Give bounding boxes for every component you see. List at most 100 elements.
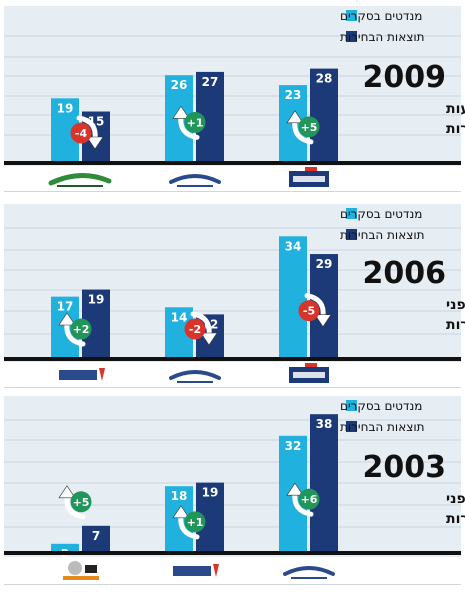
- chart-2006-value-label-polls: 17: [57, 300, 74, 314]
- chart-2009-value-label-polls: 26: [171, 78, 188, 92]
- chart-2003-change-marker: +5: [58, 485, 92, 520]
- chart-2009-change-marker-arrow-head: [286, 110, 304, 124]
- chart-2009-logo-strip-border: [4, 191, 461, 192]
- chart-2003-value-label-results: 38: [316, 417, 333, 431]
- chart-2003-change-marker-arrow-shaft: [178, 513, 200, 540]
- chart-2003-change-marker-arrow-shaft: [292, 490, 314, 517]
- chart-2006-change-marker-arrow-head: [58, 312, 76, 326]
- chart-2009-bar-results: [310, 68, 338, 161]
- chart-2003-change-marker-label: +5: [73, 496, 90, 509]
- chart-2009-change-marker-label: +1: [187, 116, 204, 129]
- chart-2003-change-marker: +6: [286, 482, 320, 517]
- chart-2006-change-marker: -5: [298, 293, 332, 328]
- chart-2009-change-marker-label: -4: [75, 127, 88, 140]
- chart-2009-change-marker: +5: [286, 110, 320, 145]
- chart-2006-change-marker-circle: [70, 318, 92, 340]
- chart-2003-legend-swatch-polls: [346, 400, 357, 411]
- chart-2006-legend-polls: מנדטים בסקרים: [340, 207, 422, 221]
- labor-logo-lettering: [173, 566, 211, 576]
- chart-2003-change-marker-label: +1: [187, 516, 204, 529]
- chart-2006-change-marker-arrow-shaft: [190, 311, 212, 338]
- chart-2009-value-label-polls: 19: [57, 101, 74, 115]
- chart-2003-change-marker-circle: [298, 488, 320, 510]
- chart-2009-change-marker-circle: [184, 111, 206, 133]
- chart-2006-panel: מנדטים בסקרים תוצאות הבחירות 2006 יממה לפני…: [4, 204, 465, 388]
- kadima-logo-accent: [305, 167, 317, 171]
- chart-2009-change-marker: -4: [70, 115, 104, 150]
- chart-2009-legend-results: תוצאות הבחירות: [340, 30, 425, 44]
- chart-2003-subtitle-line: יממה לפני: [446, 491, 465, 507]
- chart-2006-change-marker-arrow-head: [200, 332, 218, 346]
- chart-2003-change-marker: +1: [172, 505, 206, 540]
- chart-2003-change-marker-arrow-head: [172, 505, 190, 519]
- chart-2003-change-marker-arrow-shaft: [64, 493, 86, 520]
- chart-2009-logo-strip: [4, 166, 461, 192]
- chart-2003-change-marker-circle: [184, 511, 206, 533]
- chart-2006-bar-polls: [279, 236, 307, 357]
- chart-2009-change-marker-arrow-shaft: [292, 118, 314, 145]
- chart-2006-baseline: [4, 357, 461, 361]
- chart-2009-legend-swatch-results: [346, 31, 357, 42]
- chart-2006-legend-results: תוצאות הבחירות: [340, 228, 425, 242]
- chart-2003-year: 2003: [363, 450, 447, 485]
- chart-2009-value-label-results: 28: [316, 72, 333, 86]
- chart-2006-change-marker: -2: [184, 311, 218, 346]
- chart-2006-logo-strip-border: [4, 387, 461, 388]
- chart-2003-bar-results: [310, 414, 338, 551]
- kadima-logo-lettering: [293, 372, 325, 378]
- chart-2006-change-marker-circle: [184, 318, 206, 340]
- chart-2003-logo-strip-border: [4, 584, 461, 585]
- chart-2003-change-marker-arrow-head: [58, 485, 76, 499]
- chart-2003-value-label-polls: 32: [285, 439, 302, 453]
- yisrael-beytenu-logo-stroke: [48, 173, 112, 186]
- kadima-logo-accent: [305, 363, 317, 367]
- chart-2003-change-marker-label: +6: [301, 493, 318, 506]
- chart-2009-subtitle-line: לבחירות: [446, 121, 465, 137]
- chart-2009-change-marker-circle: [70, 122, 92, 144]
- chart-2009-change-marker-arrow-head: [172, 105, 190, 119]
- chart-2003-bar-polls: [51, 543, 79, 551]
- chart-2006-change-marker-circle: [298, 300, 320, 322]
- chart-2003-legend-polls: מנדטים בסקרים: [340, 399, 422, 413]
- labor-logo-lettering: [59, 370, 97, 380]
- likud-logo-stroke: [169, 174, 221, 184]
- chart-2006-change-marker-arrow-shaft: [304, 293, 326, 320]
- chart-2006-legend-swatch-results: [346, 229, 357, 240]
- chart-2003-panel: מנדטים בסקרים תוצאות הבחירות 2003 יממה לפני…: [4, 396, 465, 585]
- chart-2006-change-marker: +2: [58, 312, 92, 347]
- chart-2009-change-marker-arrow-shaft: [76, 115, 98, 142]
- kadima-logo-lettering: [293, 176, 325, 182]
- chart-2009-legend-polls: מנדטים בסקרים: [340, 9, 422, 23]
- chart-2006-subtitle-line: יממה לפני: [446, 297, 465, 313]
- chart-2003-value-label-polls: 18: [171, 489, 188, 503]
- chart-2003-legend-results: תוצאות הבחירות: [340, 420, 425, 434]
- chart-2006-year: 2006: [363, 256, 447, 291]
- chart-2006-change-marker-arrow-head: [314, 314, 332, 328]
- chart-2006-change-marker-arrow-shaft: [64, 320, 86, 347]
- chart-2009-value-label-polls: 23: [285, 88, 302, 102]
- labor-logo-flag: [99, 368, 105, 381]
- chart-2003-baseline: [4, 551, 461, 555]
- chart-2006-subtitle-line: הבחירות: [446, 317, 465, 333]
- chart-2003-bar-results: [82, 525, 110, 551]
- chart-2009-year: 2009: [363, 60, 447, 95]
- chart-2003-value-label-results: 7: [92, 529, 100, 543]
- chart-2009-baseline: [4, 161, 461, 165]
- yachad-logo-lettering: [85, 565, 97, 573]
- chart-2006-change-marker-label: -2: [189, 323, 201, 336]
- chart-2003-value-label-results: 19: [202, 486, 219, 500]
- chart-2009-change-marker: +1: [172, 105, 206, 140]
- chart-2003-legend-swatch-results: [346, 421, 357, 432]
- chart-2003-change-marker-circle: [70, 491, 92, 513]
- chart-2009-value-label-results: 27: [202, 75, 219, 89]
- chart-2009-subtitle-line: 96 שעות: [446, 101, 465, 117]
- chart-2003-change-marker-arrow-head: [286, 482, 304, 496]
- chart-2006-value-label-results: 29: [316, 257, 333, 271]
- chart-2006-change-marker-label: -5: [303, 305, 315, 318]
- chart-2009-change-marker-arrow-shaft: [178, 113, 200, 140]
- chart-2006-change-marker-label: +2: [73, 323, 90, 336]
- chart-2006-value-label-results: 19: [88, 293, 105, 307]
- chart-2009-change-marker-circle: [298, 116, 320, 138]
